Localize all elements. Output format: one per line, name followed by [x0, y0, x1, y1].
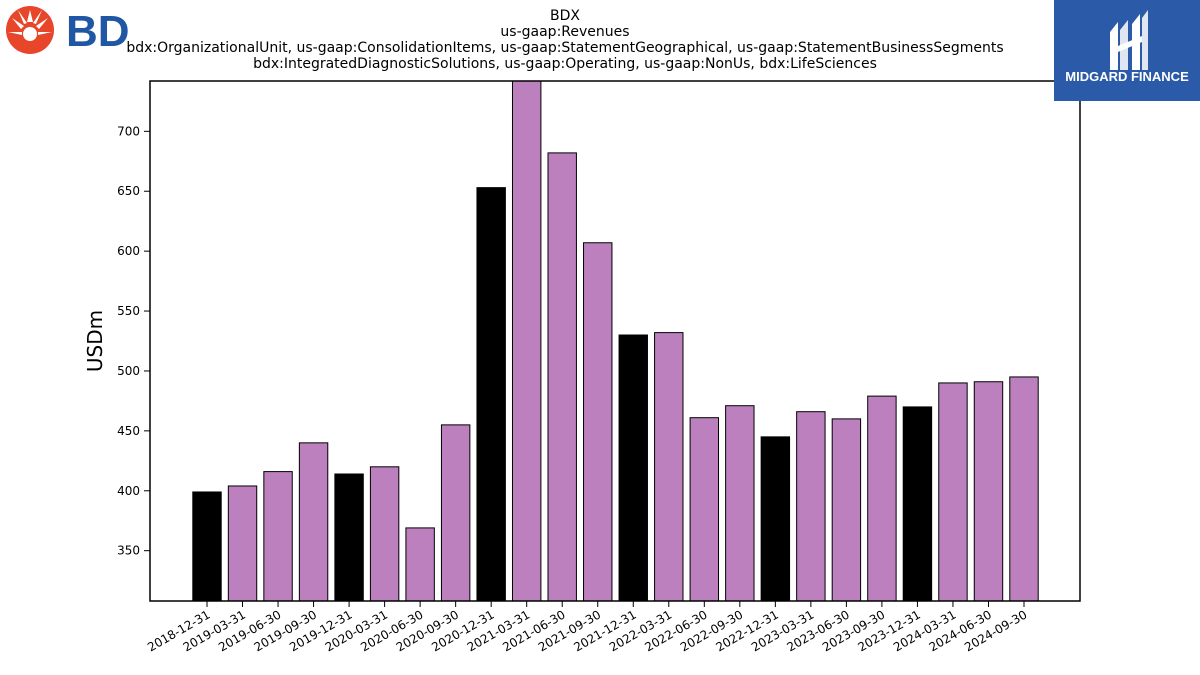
- bar: [192, 491, 222, 601]
- bar: [831, 418, 862, 601]
- bar: [760, 436, 791, 601]
- bar: [547, 152, 577, 601]
- bar: [334, 473, 364, 601]
- bar: [654, 332, 684, 601]
- chart-title-line-1: BDX: [550, 8, 580, 24]
- midgard-logo-mark: MIDGARD FINANCE: [1065, 10, 1189, 84]
- bar: [938, 382, 968, 601]
- bar: [405, 527, 435, 601]
- bar: [369, 466, 400, 601]
- y-tick-label: 600: [117, 244, 140, 258]
- bd-logo-mark: BD: [6, 6, 130, 56]
- plot-frame: [149, 80, 1081, 602]
- y-tick-label: 400: [117, 484, 140, 498]
- bar: [440, 424, 471, 601]
- bar: [689, 417, 720, 601]
- bd-logo: BD: [4, 4, 136, 56]
- bar: [263, 471, 293, 601]
- bar: [973, 381, 1004, 601]
- midgard-logo-text: MIDGARD FINANCE: [1065, 69, 1189, 84]
- y-tick-label: 350: [117, 544, 140, 558]
- bd-logo-text: BD: [66, 7, 130, 56]
- midgard-finance-logo: MIDGARD FINANCE: [1054, 0, 1200, 101]
- y-tick-label: 700: [117, 124, 140, 138]
- chart-title-line-4: bdx:IntegratedDiagnosticSolutions, us-ga…: [253, 56, 877, 72]
- bar: [618, 334, 648, 601]
- bar: [796, 411, 826, 601]
- bar: [725, 405, 755, 601]
- bar: [1009, 376, 1039, 601]
- y-tick-label: 650: [117, 184, 140, 198]
- y-tick-label: 550: [117, 304, 140, 318]
- chart-title-line-2: us-gaap:Revenues: [500, 24, 630, 40]
- bar: [902, 406, 933, 601]
- y-tick-label: 500: [117, 364, 140, 378]
- bar: [227, 485, 258, 601]
- y-tick-label: 450: [117, 424, 140, 438]
- bar: [511, 81, 542, 601]
- bar: [298, 442, 329, 601]
- bar: [476, 187, 506, 601]
- y-axis-label: USDm: [83, 310, 107, 372]
- bar: [867, 395, 897, 601]
- bar: [583, 242, 613, 601]
- chart-title-line-3: bdx:OrganizationalUnit, us-gaap:Consolid…: [126, 40, 1004, 56]
